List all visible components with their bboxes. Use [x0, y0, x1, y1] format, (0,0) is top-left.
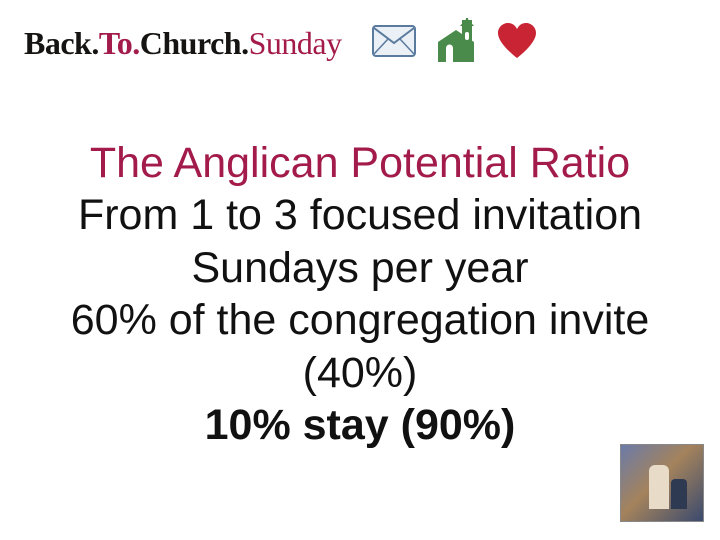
line-4: 60% of the congregation invite	[20, 294, 700, 346]
logo-to: To.	[99, 25, 140, 61]
line-6: 10% stay (90%)	[20, 399, 700, 451]
logo: Back.To.Church.Sunday	[24, 25, 342, 62]
corner-illustration	[620, 444, 704, 522]
title: The Anglican Potential Ratio	[20, 137, 700, 189]
logo-church: Church.	[140, 25, 249, 61]
main-content: The Anglican Potential Ratio From 1 to 3…	[0, 69, 720, 452]
envelope-icon	[372, 25, 416, 62]
line-3: Sundays per year	[20, 242, 700, 294]
line-5: (40%)	[20, 347, 700, 399]
heart-icon	[496, 22, 538, 65]
icon-row	[372, 18, 538, 69]
header: Back.To.Church.Sunday	[0, 0, 720, 69]
line-2: From 1 to 3 focused invitation	[20, 189, 700, 241]
logo-back: Back.	[24, 25, 99, 61]
church-icon	[436, 18, 476, 69]
logo-sunday: Sunday	[249, 25, 342, 61]
